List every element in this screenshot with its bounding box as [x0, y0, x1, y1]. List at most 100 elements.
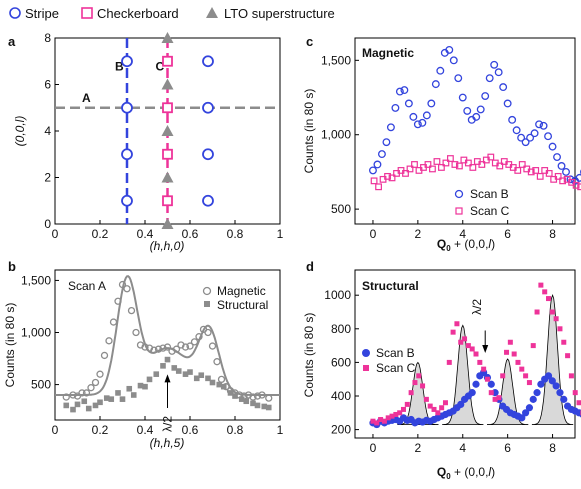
panel-c-scanB-point	[575, 173, 581, 182]
panel-b-magnetic-point	[190, 338, 199, 346]
panel-c-scanB-point	[382, 138, 391, 147]
panel-b-structural-point	[193, 375, 200, 382]
panel-b-magnetic-point	[213, 358, 221, 366]
panel-c: Magnetic Counts (in 80 s) Q0 + (0,0,l)	[302, 37, 576, 253]
panel-d-scanC-point	[507, 339, 513, 345]
panel-d-scanB-point	[518, 414, 526, 422]
panel-d-scanB-point	[552, 382, 560, 390]
panel-c-title: Magnetic	[362, 46, 414, 60]
panel-d-legend-scanB-label: Scan B	[376, 346, 415, 360]
panel-b-magnetic-point	[91, 378, 100, 387]
panel-b-structural-point	[164, 356, 171, 363]
top-legend: Stripe Checkerboard LTO superstructure	[9, 6, 335, 21]
panel-c-scanC-point	[572, 181, 580, 189]
panel-c-scanB-point	[526, 133, 535, 142]
panel-c-scanC-point	[447, 155, 454, 162]
panel-b-xtick-label: 0.2	[92, 423, 109, 437]
panel-c-scanC-point	[429, 165, 436, 173]
panel-c-scanB-point	[481, 92, 490, 100]
panel-c-scanB-point	[458, 93, 467, 102]
panel-d-scanC-point	[385, 415, 391, 421]
panel-b-structural-point	[205, 375, 211, 382]
panel-b-magnetic-point	[172, 345, 181, 353]
panel-d-scanC-point	[500, 373, 506, 379]
panel-d-scanC-point	[546, 296, 552, 302]
panel-d-ytick-label: 400	[331, 389, 351, 403]
panel-c-legend-scanB-marker	[454, 189, 464, 199]
panel-b-structural-point	[160, 363, 166, 369]
panel-b-structural-point	[175, 368, 182, 374]
panel-c-scanB-point	[517, 133, 526, 142]
panel-d-legend-scanC-marker	[363, 365, 369, 371]
panel-b-title: Scan A	[68, 279, 106, 293]
panel-c-scanB-point	[391, 103, 400, 112]
panel-b-magnetic-point	[208, 342, 217, 350]
panel-b-magnetic-point	[217, 375, 226, 384]
panel-d-scanC-point	[397, 410, 403, 416]
panel-c-scanB-point	[512, 126, 521, 135]
panel-b-structural-point	[238, 396, 245, 402]
panel-c-xlabel: Q0 + (0,0,l)	[437, 237, 495, 253]
panel-b-magnetic-point	[69, 391, 77, 399]
panel-d-scanB-point	[472, 380, 480, 388]
panel-d-scanC-point	[557, 326, 563, 332]
panel-d-legend-scanB-marker	[362, 349, 370, 357]
panel-b-structural-point	[126, 385, 133, 392]
panel-b-xlabel: (h,h,5)	[150, 436, 185, 450]
panel-c-scanB-point	[436, 66, 445, 75]
panel-d-scanC-point	[412, 380, 418, 386]
panel-c-legend-scanB-label: Scan B	[470, 187, 509, 201]
panel-d-scanC-point	[454, 321, 460, 327]
panel-b-magnetic-point	[253, 392, 262, 400]
panel-b: Scan A (h,h,5) Counts (in 80 s)	[3, 269, 281, 450]
panel-c-scanB-point	[445, 45, 454, 54]
panel-b-structural-point	[81, 398, 88, 405]
panel-d-annotation-label: λ/2	[470, 299, 484, 315]
panel-b-magnetic-point	[62, 393, 70, 401]
legend-checkerboard-marker	[81, 7, 93, 19]
panel-a-line-label-C: C	[156, 60, 165, 74]
panel-b-structural-point	[171, 365, 178, 371]
panel-c-ytick-label: 1,500	[321, 53, 351, 67]
panel-d-scanC-point	[523, 373, 529, 379]
panel-d-scanC-point	[492, 396, 498, 402]
svg-text:Q0 + (0,0,l): Q0 + (0,0,l)	[437, 237, 495, 253]
panel-c-scanB-point	[472, 112, 481, 121]
panel-d-scanC-point	[400, 406, 406, 412]
panel-a-line-label-A: A	[82, 91, 91, 105]
panel-d-scanB-point	[537, 380, 545, 388]
panel-d-scanB-point	[548, 377, 556, 385]
panel-d-scanC-point	[389, 413, 395, 419]
panel-d-scanC-point	[458, 339, 464, 345]
panel-d-ytick-label: 800	[331, 322, 351, 336]
panel-c-scanC-point	[438, 164, 445, 171]
legend-lto-label: LTO superstructure	[224, 6, 335, 21]
panel-b-magnetic-point	[109, 318, 118, 326]
panel-d-structural-peak	[531, 293, 574, 426]
panel-d-xlabel: Q0 + (0,0,l)	[437, 465, 495, 481]
panel-d-xtick-label: 4	[459, 441, 466, 455]
panel-d-scanC-point	[484, 376, 490, 382]
panel-c-xtick-label: 6	[504, 227, 511, 241]
panel-d-ytick-label: 1000	[324, 288, 351, 302]
panel-b-legend-magnetic-label: Magnetic	[217, 284, 266, 298]
panel-a-lto-point	[161, 218, 174, 229]
panel-d-scanC-point	[408, 390, 414, 396]
panel-c-scanB-point	[557, 162, 566, 170]
panel-b-xtick-label: 1	[277, 423, 284, 437]
panel-c-scanB-point	[386, 123, 395, 132]
panel-d-scanB-point	[522, 409, 530, 417]
panel-a-lto-point	[161, 78, 174, 90]
panel-c-scanB-point	[377, 150, 386, 159]
panel-c-scanB-point	[413, 120, 422, 129]
panel-d-scanB-point	[533, 389, 541, 397]
panel-c-scanC-point	[464, 159, 472, 167]
panel-b-magnetic-point	[163, 343, 172, 351]
panel-b-structural-point	[63, 402, 70, 409]
panel-c-scanB-point	[562, 167, 570, 176]
panel-c-scanB-point	[499, 83, 508, 92]
panel-d-scanC-point	[427, 403, 433, 409]
panel-b-legend-structural-label: Structural	[217, 298, 268, 312]
panel-b-magnetic-point	[265, 394, 273, 402]
panel-b-xtick-label: 0.8	[227, 423, 244, 437]
